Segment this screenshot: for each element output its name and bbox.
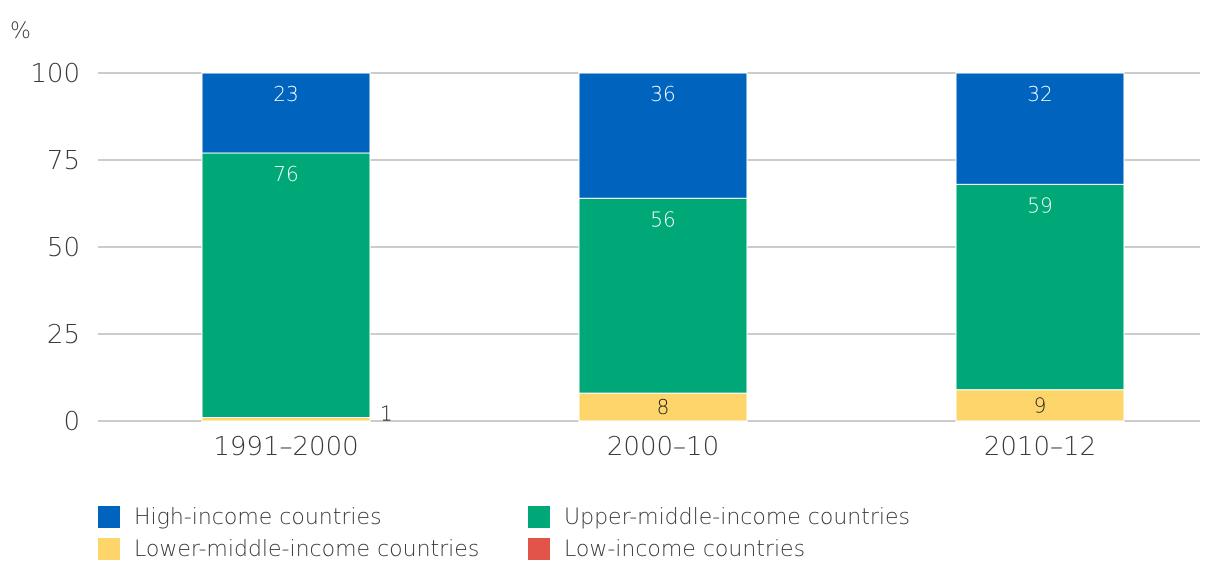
data-label: 32 — [1027, 82, 1052, 106]
data-label: 56 — [650, 207, 675, 231]
data-label: 8 — [657, 395, 670, 419]
legend-label: High-income countries — [134, 504, 382, 530]
bar-segment — [955, 72, 1125, 185]
y-tick-label: 0 — [63, 407, 80, 437]
legend: High-income countries Upper-middle-income… — [98, 503, 1098, 563]
data-label: 59 — [1027, 193, 1052, 217]
y-axis-ticks: 0 25 50 75 100 — [30, 59, 80, 437]
data-label: 1 — [380, 402, 393, 426]
legend-item: Upper-middle-income countries — [528, 503, 910, 531]
legend-item: Low-income countries — [528, 535, 805, 563]
bar-segment — [201, 417, 371, 422]
bar-segment — [201, 152, 371, 419]
legend-label: Lower-middle-income countries — [134, 536, 480, 562]
y-tick-label: 100 — [30, 59, 80, 89]
legend-swatch — [528, 538, 550, 560]
data-label: 36 — [650, 82, 675, 106]
x-tick-label: 2000–10 — [607, 432, 719, 462]
x-tick-label: 2010–12 — [984, 432, 1096, 462]
legend-item: High-income countries — [98, 503, 382, 531]
x-axis-ticks: 1991–2000 2000–10 2010–12 — [213, 432, 1096, 462]
legend-swatch — [528, 506, 550, 528]
bar-segment — [578, 197, 748, 394]
y-tick-label: 75 — [47, 146, 80, 176]
y-tick-label: 50 — [47, 233, 80, 263]
legend-swatch — [98, 538, 120, 560]
legend-swatch — [98, 506, 120, 528]
x-tick-label: 1991–2000 — [213, 432, 358, 462]
y-tick-label: 25 — [47, 320, 80, 350]
data-label: 23 — [273, 82, 298, 106]
bar-segment — [578, 72, 748, 199]
legend-label: Low-income countries — [564, 536, 806, 562]
legend-label: Upper-middle-income countries — [564, 504, 910, 530]
bar-segment — [578, 392, 748, 422]
y-axis-label: % — [10, 19, 31, 44]
legend-item: Lower-middle-income countries — [98, 535, 479, 563]
bars: 1 76 23 8 56 36 9 59 32 — [201, 72, 1125, 426]
bar-segment — [201, 72, 371, 154]
data-label: 76 — [273, 162, 298, 186]
stacked-bar-chart: 0 25 50 75 100 % 1 76 23 8 56 36 9 59 32 1991–2000 20… — [10, 19, 1200, 462]
data-label: 9 — [1034, 393, 1047, 417]
